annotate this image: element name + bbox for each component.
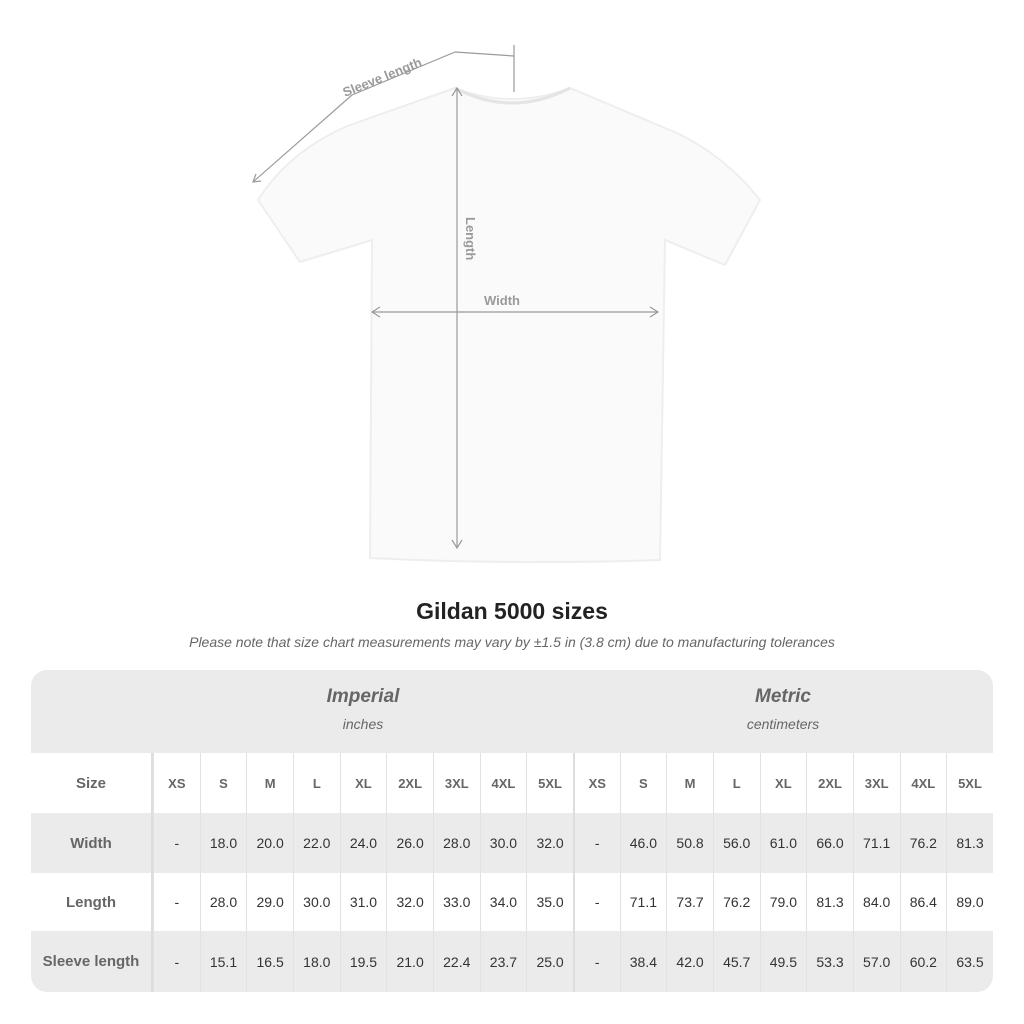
imperial-value-cell: 31.0 — [339, 873, 387, 931]
metric-value-cell: 56.0 — [712, 813, 760, 873]
imperial-value-cell: 22.0 — [292, 813, 340, 873]
tshirt-shape — [256, 86, 762, 564]
tshirt-diagram: Sleeve length Length Width — [252, 45, 762, 564]
imperial-value-cell: 30.0 — [479, 813, 527, 873]
size-header-cell: 3XL — [432, 753, 480, 813]
metric-value-cell: 61.0 — [759, 813, 807, 873]
metric-value-cell: 60.2 — [899, 931, 947, 992]
page-title: Gildan 5000 sizes — [416, 598, 608, 624]
imperial-value-cell: 20.0 — [246, 813, 293, 873]
row-label: Length — [31, 873, 153, 931]
size-label: Size — [31, 753, 153, 813]
length-label: Length — [463, 217, 478, 260]
imperial-value-cell: 22.4 — [432, 931, 480, 992]
metric-value-cell: 76.2 — [712, 873, 760, 931]
metric-value-cell: 38.4 — [619, 931, 667, 992]
metric-value-cell: 76.2 — [899, 813, 947, 873]
imperial-value-cell: 15.1 — [199, 931, 247, 992]
metric-value-cell: - — [572, 813, 620, 873]
imperial-unit: inches — [342, 716, 384, 732]
metric-value-cell: 63.5 — [946, 931, 993, 992]
size-header-cell: S — [619, 753, 667, 813]
width-label: Width — [484, 293, 520, 308]
size-table: Imperial inches Metric centimeters Size X… — [31, 670, 993, 992]
metric-value-cell: 71.1 — [852, 813, 900, 873]
imperial-value-cell: 16.5 — [246, 931, 293, 992]
imperial-value-cell: 28.0 — [432, 813, 480, 873]
imperial-value-cell: 28.0 — [199, 873, 247, 931]
imperial-value-cell: 25.0 — [526, 931, 573, 992]
metric-title: Metric — [755, 686, 811, 707]
table-row: Length -28.0 29.0 30.0 31.0 32.0 33.0 34.0 35.0-… — [31, 873, 993, 931]
size-header-cell: XL — [339, 753, 387, 813]
metric-unit: centimeters — [746, 716, 820, 732]
size-header-cell: 4XL — [479, 753, 527, 813]
imperial-group: Imperial inches — [153, 686, 573, 732]
imperial-value-cell: 18.0 — [292, 931, 340, 992]
size-header-cell: 4XL — [899, 753, 947, 813]
imperial-value-cell: 34.0 — [479, 873, 527, 931]
imperial-value-cell: - — [153, 931, 200, 992]
metric-value-cell: 66.0 — [806, 813, 853, 873]
metric-value-cell: 42.0 — [666, 931, 713, 992]
imperial-value-cell: - — [153, 873, 200, 931]
size-header-cell: XS — [572, 753, 620, 813]
size-header-cell: 5XL — [526, 753, 573, 813]
metric-value-cell: 79.0 — [759, 873, 807, 931]
size-header-cell: M — [666, 753, 713, 813]
metric-value-cell: 84.0 — [852, 873, 900, 931]
imperial-value-cell: 18.0 — [199, 813, 247, 873]
size-header-cell: S — [199, 753, 247, 813]
size-header-cell: XS — [153, 753, 200, 813]
row-label: Width — [31, 813, 153, 873]
imperial-value-cell: 19.5 — [339, 931, 387, 992]
metric-value-cell: 81.3 — [946, 813, 993, 873]
sleeve-length-label: Sleeve length — [341, 54, 424, 99]
metric-value-cell: 71.1 — [619, 873, 667, 931]
metric-value-cell: 73.7 — [666, 873, 713, 931]
imperial-value-cell: 29.0 — [246, 873, 293, 931]
metric-value-cell: 81.3 — [806, 873, 853, 931]
size-header-cell: 3XL — [852, 753, 900, 813]
imperial-value-cell: 32.0 — [526, 813, 573, 873]
size-header-cell: XL — [759, 753, 807, 813]
metric-value-cell: 89.0 — [946, 873, 993, 931]
imperial-value-cell: 33.0 — [432, 873, 480, 931]
imperial-value-cell: 30.0 — [292, 873, 340, 931]
imperial-value-cell: 24.0 — [339, 813, 387, 873]
metric-value-cell: 53.3 — [806, 931, 853, 992]
metric-value-cell: 46.0 — [619, 813, 667, 873]
metric-value-cell: 45.7 — [712, 931, 760, 992]
metric-value-cell: 49.5 — [759, 931, 807, 992]
tolerance-note: Please note that size chart measurements… — [189, 634, 835, 650]
metric-value-cell: - — [572, 873, 620, 931]
imperial-title: Imperial — [326, 686, 400, 707]
table-row: Sleeve length -15.1 16.5 18.0 19.5 21.0 22.4 23… — [31, 931, 993, 992]
table-header-band: Imperial inches Metric centimeters — [31, 670, 993, 753]
table-row: Width -18.0 20.0 22.0 24.0 26.0 28.0 30.0 32.0-4… — [31, 813, 993, 873]
imperial-value-cell: 26.0 — [386, 813, 433, 873]
imperial-value-cell: 35.0 — [526, 873, 573, 931]
imperial-value-cell: 23.7 — [479, 931, 527, 992]
metric-group: Metric centimeters — [573, 686, 993, 732]
size-header-cell: 2XL — [386, 753, 433, 813]
imperial-value-cell: 32.0 — [386, 873, 433, 931]
metric-value-cell: - — [572, 931, 620, 992]
metric-value-cell: 86.4 — [899, 873, 947, 931]
metric-value-cell: 57.0 — [852, 931, 900, 992]
row-label: Sleeve length — [31, 931, 153, 992]
size-header-cell: L — [292, 753, 340, 813]
imperial-value-cell: - — [153, 813, 200, 873]
metric-value-cell: 50.8 — [666, 813, 713, 873]
size-header-cell: 5XL — [946, 753, 993, 813]
size-header-row: Size XS S M L XL 2XL 3XL 4XL 5XL XS S M L XL 2XL 3XL 4XL 5… — [31, 753, 993, 813]
size-header-cell: 2XL — [806, 753, 853, 813]
imperial-value-cell: 21.0 — [386, 931, 433, 992]
size-header-cell: L — [712, 753, 760, 813]
size-header-cell: M — [246, 753, 293, 813]
